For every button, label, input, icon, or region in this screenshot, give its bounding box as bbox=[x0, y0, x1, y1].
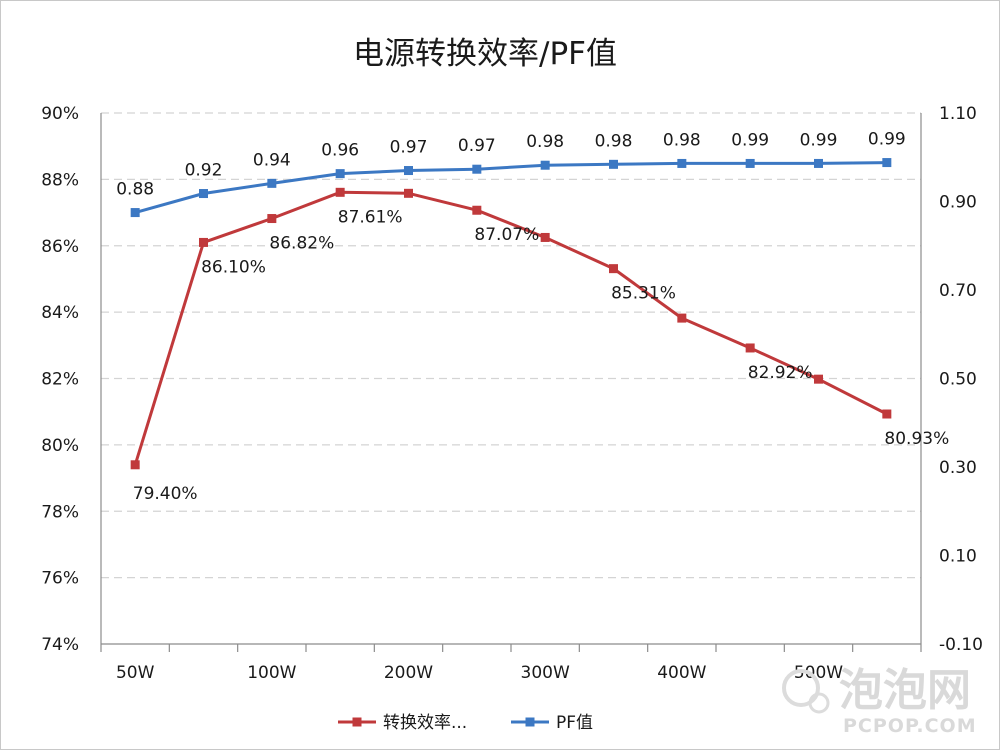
series-point-0 bbox=[814, 374, 823, 384]
y-axis-left: 74% 76% 78% 80% 82% 84% 86% 88% 90% bbox=[41, 104, 79, 655]
series-point-1 bbox=[404, 166, 413, 176]
pf-data-label: 0.98 bbox=[663, 130, 701, 150]
series-point-1 bbox=[882, 158, 892, 168]
x-tick-label: 50W bbox=[116, 663, 155, 683]
series-point-1 bbox=[472, 164, 482, 174]
y-right-tick-label: -0.10 bbox=[939, 635, 983, 655]
efficiency-data-label: 86.10% bbox=[201, 257, 266, 277]
pf-data-label: 0.99 bbox=[868, 130, 906, 150]
legend-swatch-marker-0 bbox=[352, 717, 362, 727]
series-point-1 bbox=[199, 189, 208, 199]
series-point-0 bbox=[267, 214, 277, 224]
series-point-1 bbox=[745, 158, 755, 168]
data-labels: 79.40% 86.10%86.82%87.61% 87.07% 85.31% 82.9… bbox=[116, 130, 949, 504]
x-tick-label: 200W bbox=[384, 663, 433, 683]
legend-label-0: 转换效率... bbox=[383, 713, 467, 733]
series-point-1 bbox=[335, 169, 345, 179]
y-axis-right: -0.10 0.10 0.30 0.50 0.70 0.90 1.10 bbox=[939, 104, 983, 655]
efficiency-data-label: 86.82% bbox=[269, 234, 334, 254]
series-layer bbox=[130, 158, 892, 470]
y-left-tick-label: 82% bbox=[41, 370, 79, 390]
y-left-tick-label: 76% bbox=[41, 569, 79, 589]
pf-data-label: 0.98 bbox=[595, 131, 633, 151]
y-left-tick-label: 86% bbox=[41, 237, 79, 257]
axes bbox=[100, 113, 922, 652]
legend-label-1: PF值 bbox=[556, 713, 593, 733]
pf-data-label: 0.88 bbox=[116, 180, 154, 200]
y-right-tick-label: 1.10 bbox=[939, 104, 977, 124]
chart-title: 电源转换效率/PF值 bbox=[353, 36, 617, 72]
efficiency-data-label: 87.07% bbox=[474, 225, 539, 245]
pf-data-label: 0.99 bbox=[731, 130, 769, 150]
x-tick-label: 100W bbox=[247, 663, 296, 683]
x-tick-label: 500W bbox=[794, 663, 843, 683]
pf-data-label: 0.99 bbox=[800, 130, 838, 150]
y-right-tick-label: 0.90 bbox=[939, 193, 977, 213]
y-left-tick-label: 84% bbox=[41, 303, 79, 323]
x-tick-label: 400W bbox=[657, 663, 706, 683]
legend: 转换效率... PF值 bbox=[338, 713, 593, 733]
series-point-0 bbox=[472, 205, 482, 215]
y-left-tick-label: 80% bbox=[41, 436, 79, 456]
grid-lines bbox=[101, 112, 921, 579]
efficiency-data-label: 80.93% bbox=[884, 429, 949, 449]
series-point-1 bbox=[540, 160, 550, 170]
series-point-1 bbox=[130, 208, 140, 218]
pf-data-label: 0.94 bbox=[253, 150, 291, 170]
pf-data-label: 0.96 bbox=[321, 141, 359, 161]
y-right-tick-label: 0.70 bbox=[939, 281, 977, 301]
series-point-0 bbox=[745, 343, 755, 353]
series-point-0 bbox=[882, 409, 892, 419]
y-left-tick-label: 74% bbox=[41, 635, 79, 655]
efficiency-data-label: 82.92% bbox=[748, 363, 813, 383]
series-line-0 bbox=[133, 190, 888, 466]
pf-data-label: 0.98 bbox=[526, 132, 564, 152]
efficiency-data-label: 87.61% bbox=[338, 207, 403, 227]
y-right-tick-label: 0.10 bbox=[939, 547, 977, 567]
legend-swatch-marker-1 bbox=[525, 717, 535, 727]
watermark-site: PCPOP.COM bbox=[843, 715, 977, 737]
series-point-1 bbox=[609, 159, 618, 169]
efficiency-data-label: 85.31% bbox=[611, 284, 676, 304]
efficiency-data-label: 79.40% bbox=[133, 484, 198, 504]
watermark-brand: 泡泡网 bbox=[839, 665, 971, 716]
x-axis: 50W 100W 200W 300W 400W 500W bbox=[116, 663, 843, 683]
y-left-tick-label: 78% bbox=[41, 502, 79, 522]
series-point-0 bbox=[404, 188, 413, 198]
bubble-logo-icon bbox=[782, 669, 830, 714]
series-point-0 bbox=[677, 313, 687, 323]
series-point-0 bbox=[335, 187, 345, 197]
y-left-tick-label: 88% bbox=[41, 170, 79, 190]
series-point-1 bbox=[267, 178, 277, 188]
y-right-tick-label: 0.50 bbox=[939, 370, 977, 390]
series-point-1 bbox=[677, 158, 687, 168]
pf-data-label: 0.92 bbox=[185, 161, 223, 181]
series-point-1 bbox=[814, 158, 823, 168]
series-line-1 bbox=[134, 161, 887, 215]
y-left-tick-label: 90% bbox=[41, 104, 79, 124]
watermark: 泡泡网 PCPOP.COM bbox=[782, 665, 977, 737]
x-tick-label: 300W bbox=[521, 663, 570, 683]
pf-data-label: 0.97 bbox=[458, 136, 496, 156]
pf-data-label: 0.97 bbox=[390, 138, 428, 158]
series-point-0 bbox=[130, 460, 140, 470]
y-right-tick-label: 0.30 bbox=[939, 458, 977, 478]
series-point-0 bbox=[199, 237, 208, 247]
series-point-0 bbox=[609, 264, 618, 274]
series-point-0 bbox=[540, 232, 550, 242]
